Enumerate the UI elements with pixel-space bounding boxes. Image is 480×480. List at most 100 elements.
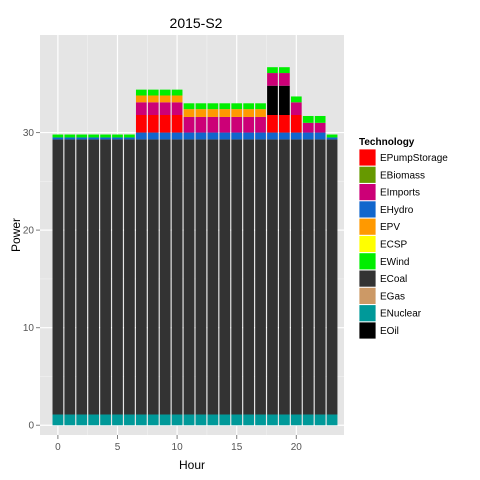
bar-segment-ewind [76, 134, 88, 138]
bar-segment-ehydro [279, 132, 290, 140]
bar-segment-ehydro [135, 132, 147, 140]
bar-segment-ehydro [219, 132, 231, 140]
bar-segment-eimports [219, 116, 231, 133]
bar-segment-enuclear [112, 414, 123, 426]
y-tick-label: 20 [23, 226, 35, 237]
bar-segment-ecoal [183, 139, 195, 415]
bar-segment-ecoal [64, 139, 76, 415]
bar-segment-ehydro [88, 137, 100, 140]
bar-segment-ecoal [112, 139, 123, 415]
bar-segment-epv [171, 95, 183, 103]
y-tick-label: 0 [28, 421, 34, 432]
bar-segment-ewind [279, 67, 290, 74]
bar-segment-eimports [255, 116, 266, 133]
y-axis-title: Power [9, 218, 23, 252]
chart-title: 2015-S2 [170, 15, 223, 31]
bar-segment-eimports [135, 102, 147, 115]
legend-label-epv: EPV [380, 222, 400, 233]
x-tick-label: 5 [115, 442, 121, 453]
bar-segment-enuclear [195, 414, 207, 426]
bar-segment-ewind [195, 103, 207, 110]
bar-segment-ehydro [171, 132, 183, 140]
bar-segment-ecoal [88, 139, 100, 415]
bar-segment-ecoal [124, 139, 135, 415]
bar-segment-enuclear [255, 414, 266, 426]
bar-segment-ehydro [124, 137, 135, 140]
bar-segment-eimports [207, 116, 219, 133]
bar-segment-ecoal [267, 139, 278, 415]
bar-segment-enuclear [231, 414, 243, 426]
legend-items: EPumpStorage EBiomass EImports EHydro EPV ECS… [358, 148, 448, 340]
bar-segment-epv [135, 95, 147, 103]
bar-segment-ewind [183, 103, 195, 110]
bar-segment-ewind [147, 89, 159, 96]
bar-segment-ecoal [76, 139, 88, 415]
bar-segment-eimports [171, 102, 183, 115]
legend-key-ehydro [358, 200, 377, 219]
legend-key-egas [358, 286, 377, 305]
legend-label-ehydro: EHydro [380, 205, 414, 216]
legend-key-eoil [358, 321, 377, 340]
legend-label-eimports: EImports [380, 188, 420, 199]
bar-segment-ewind [171, 89, 183, 96]
bar-segment-epumpstorage [147, 115, 159, 133]
bar-segment-ehydro [112, 137, 123, 140]
bar-segment-ehydro [231, 132, 243, 140]
x-tick-label: 15 [231, 442, 243, 453]
legend-label-ecoal: ECoal [380, 274, 407, 285]
bar-segment-enuclear [314, 414, 326, 426]
bar-segment-epv [219, 109, 231, 117]
bar-segment-ecoal [195, 139, 207, 415]
bar-segment-ewind [207, 103, 219, 110]
x-axis-ticks: 0 5 10 15 20 [55, 435, 302, 453]
legend-key-eimports [358, 183, 377, 202]
legend-label-ecsp: ECSP [380, 240, 408, 251]
bar-segment-ehydro [100, 137, 111, 140]
bar-segment-eimports [279, 73, 290, 86]
bar-segment-eoil [267, 85, 278, 115]
bar-segment-ehydro [76, 137, 88, 140]
bar-segment-epumpstorage [159, 115, 171, 133]
bar-segment-ecoal [231, 139, 243, 415]
bar-segment-enuclear [64, 414, 76, 426]
bar-segment-epv [159, 95, 171, 103]
bar-segment-ecoal [314, 139, 326, 415]
bar-segment-enuclear [326, 414, 338, 426]
bar-segment-ehydro [159, 132, 171, 140]
bar-segment-enuclear [290, 414, 302, 426]
bar-segment-ewind [52, 134, 64, 138]
bar-segment-enuclear [124, 414, 135, 426]
bar-segment-eimports [159, 102, 171, 115]
legend-key-epumpstorage [358, 148, 377, 167]
bar-segment-epumpstorage [171, 115, 183, 133]
bar-segment-enuclear [279, 414, 290, 426]
bar-segment-ewind [243, 103, 254, 110]
legend-label-epumpstorage: EPumpStorage [380, 153, 448, 164]
legend-label-enuclear: ENuclear [380, 309, 422, 320]
bar-segment-eimports [302, 122, 314, 133]
bars [52, 67, 338, 426]
bar-segment-ewind [124, 134, 135, 138]
bar-segment-ehydro [302, 132, 314, 140]
legend-key-epv [358, 217, 377, 236]
y-tick-label: 10 [23, 323, 35, 334]
bar-segment-epv [243, 109, 254, 117]
bar-segment-enuclear [267, 414, 278, 426]
legend: Technology EPumpStorageEBiomassEImportsE… [358, 137, 448, 340]
bar-segment-enuclear [302, 414, 314, 426]
legend-key-ewind [358, 252, 377, 271]
bar-segment-epv [255, 109, 266, 117]
bar-segment-epumpstorage [279, 115, 290, 133]
legend-label-ebiomass: EBiomass [380, 170, 425, 181]
bar-segment-ehydro [147, 132, 159, 140]
bar-segment-ecoal [279, 139, 290, 415]
bar-segment-eimports [314, 122, 326, 133]
bar-segment-ewind [100, 134, 111, 138]
bar-segment-eimports [195, 116, 207, 133]
bar-segment-epv [231, 109, 243, 117]
bar-segment-enuclear [159, 414, 171, 426]
bar-segment-ewind [290, 96, 302, 103]
x-axis-title: Hour [179, 458, 205, 472]
bar-segment-ecoal [219, 139, 231, 415]
bar-segment-enuclear [135, 414, 147, 426]
